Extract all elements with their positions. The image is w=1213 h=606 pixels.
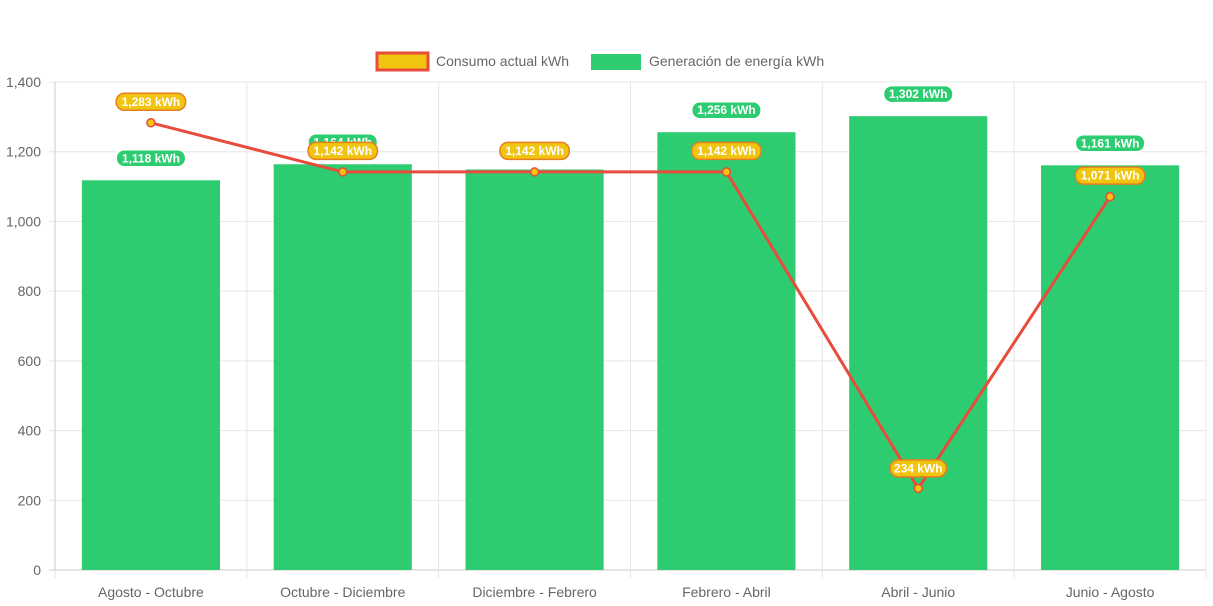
y-tick-label: 400 <box>18 423 42 439</box>
y-tick-label: 1,200 <box>6 144 41 160</box>
bar-generacion <box>1041 165 1180 570</box>
x-tick-label: Agosto - Octubre <box>98 584 204 600</box>
data-label-consumo-bg <box>1074 166 1146 185</box>
y-tick-label: 1,000 <box>6 213 41 229</box>
y-tick-label: 0 <box>33 562 41 578</box>
y-tick-label: 800 <box>18 283 42 299</box>
data-label-generacion-bg <box>1074 134 1146 153</box>
y-tick-label: 600 <box>18 353 42 369</box>
bar-generacion <box>849 116 988 570</box>
x-tick-label: Abril - Junio <box>881 584 955 600</box>
x-tick-label: Febrero - Abril <box>682 584 771 600</box>
series-line-consumo <box>150 121 1112 490</box>
point-consumo <box>529 167 540 177</box>
axis-layer: 0 200 400 600 800 1,000 1,200 1,400 Agosto - Oct… <box>6 74 1155 600</box>
data-label-generacion-bg <box>882 84 954 104</box>
data-label-generacion: 1,256 kWh <box>697 103 756 117</box>
data-label-generacion-bg <box>115 149 187 168</box>
data-label-generacion: 1,118 kWh <box>122 151 180 165</box>
data-label-consumo: 234 kWh <box>894 461 943 475</box>
legend-label-consumo[interactable]: Consumo actual kWh <box>436 53 569 69</box>
legend: Consumo actual kWh Generación de energía… <box>375 51 824 72</box>
data-label-consumo-bg <box>690 141 762 161</box>
data-label-consumo: 1,283 kWh <box>122 95 181 109</box>
line-layer <box>146 118 1115 494</box>
x-tick-label: Octubre - Diciembre <box>280 584 405 600</box>
data-label-consumo-bg <box>307 141 379 161</box>
bar-generacion <box>81 180 220 570</box>
x-tick-label: Diciembre - Febrero <box>472 584 597 600</box>
bars-layer <box>81 116 1180 571</box>
point-consumo <box>1105 191 1115 202</box>
data-label-consumo-bg <box>889 459 948 478</box>
legend-label-generacion[interactable]: Generación de energía kWh <box>649 53 824 69</box>
bar-generacion <box>657 132 796 571</box>
y-tick-label: 200 <box>18 492 42 508</box>
bar-generacion <box>465 169 604 570</box>
point-consumo <box>146 118 156 128</box>
data-label-consumo-bg <box>499 141 571 161</box>
data-label-consumo: 1,142 kWh <box>505 144 564 158</box>
data-label-generacion: 1,302 kWh <box>889 87 948 101</box>
data-label-generacion-bg <box>690 100 762 120</box>
x-tick-label: Junio - Agosto <box>1066 584 1155 600</box>
legend-swatch-consumo[interactable] <box>375 51 430 72</box>
data-label-consumo-bg <box>115 92 187 112</box>
y-tick-label: 1,400 <box>6 74 41 90</box>
data-label-consumo: 1,142 kWh <box>697 144 756 158</box>
data-label-generacion: 1,161 kWh <box>1081 136 1140 150</box>
point-consumo <box>721 167 732 177</box>
bar-generacion <box>273 164 412 570</box>
point-consumo <box>913 483 923 494</box>
grid-layer <box>49 81 1207 578</box>
point-consumo <box>338 167 348 177</box>
data-label-consumo: 1,071 kWh <box>1081 169 1140 183</box>
data-label-consumo: 1,142 kWh <box>313 144 372 158</box>
legend-swatch-generacion[interactable] <box>591 54 641 70</box>
